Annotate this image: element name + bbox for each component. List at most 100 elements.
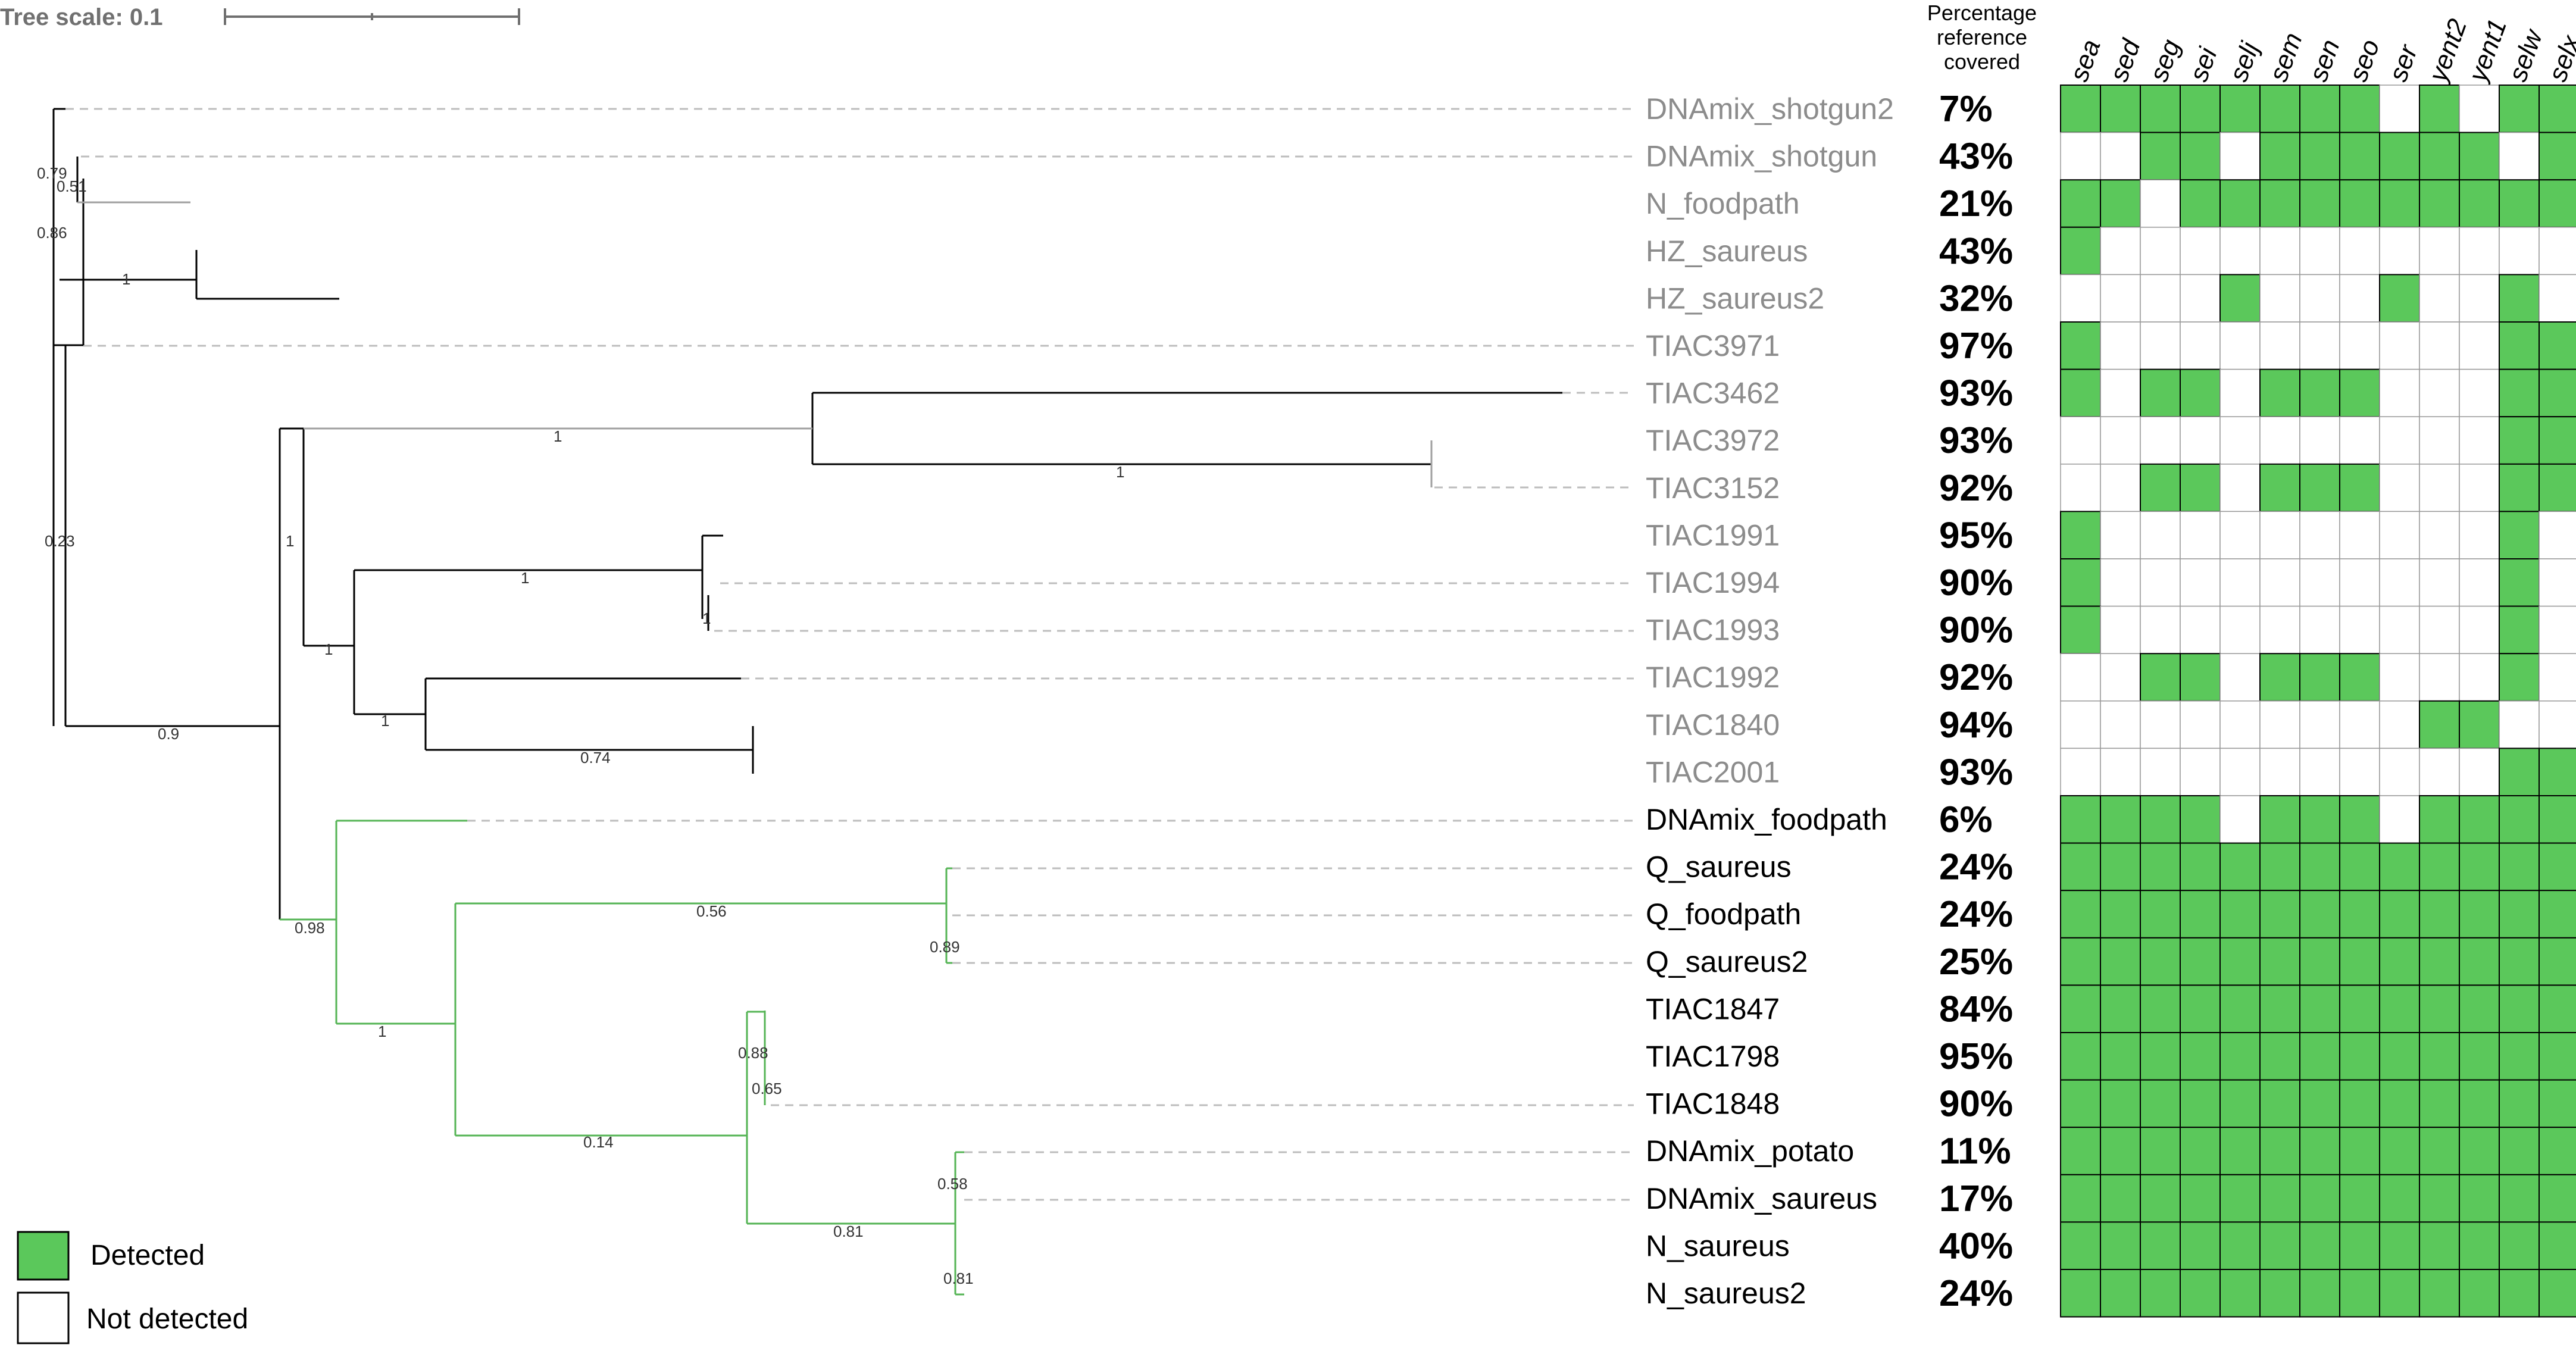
leaf-label: TIAC1991	[1646, 518, 1780, 552]
heatmap-cell-detected	[2060, 1221, 2101, 1270]
percentage-value: 32%	[1939, 278, 2013, 319]
heatmap-cell-detected	[2379, 132, 2420, 181]
heatmap-cell-not-detected	[2539, 227, 2576, 276]
heatmap-cell-detected	[2299, 463, 2340, 512]
heatmap-cell-not-detected	[2339, 700, 2380, 749]
heatmap-cell-detected	[2339, 984, 2380, 1034]
heatmap-cell-detected	[2539, 748, 2576, 797]
heatmap-cell-not-detected	[2419, 416, 2460, 465]
heatmap-cell-not-detected	[2100, 321, 2141, 370]
heatmap-cell-detected	[2219, 937, 2261, 986]
heatmap-cell-detected	[2060, 605, 2101, 655]
heatmap-cell-detected	[2100, 984, 2141, 1034]
heatmap-cell-detected	[2539, 1221, 2576, 1270]
percentage-value: 24%	[1939, 1273, 2013, 1314]
heatmap-cell-detected	[2219, 1079, 2261, 1128]
heatmap-cell-detected	[2419, 1079, 2460, 1128]
heatmap-cell-detected	[2060, 1079, 2101, 1128]
heatmap-cell-detected	[2180, 795, 2221, 844]
heatmap-cell-detected	[2539, 937, 2576, 986]
heatmap-cell-detected	[2499, 321, 2540, 370]
heatmap-cell-not-detected	[2259, 558, 2300, 607]
heatmap-cell-detected	[2419, 85, 2460, 133]
heatmap-cell-detected	[2299, 1127, 2340, 1175]
heatmap-cell-not-detected	[2219, 227, 2261, 276]
support-value: 0.65	[752, 1080, 782, 1097]
heatmap-cell-not-detected	[2100, 227, 2141, 276]
gene-headers: sea sed seg sei selj sem sen seo ser yen…	[2064, 15, 2576, 87]
support-value: 1	[122, 270, 130, 288]
heatmap-cell-detected	[2180, 890, 2221, 939]
heatmap-cell-detected	[2539, 321, 2576, 370]
heatmap-cell-not-detected	[2379, 368, 2420, 417]
percentage-value: 90%	[1939, 610, 2013, 651]
heatmap-cell-detected	[2299, 890, 2340, 939]
heatmap-cell-not-detected	[2140, 274, 2181, 323]
support-value: 1	[1116, 463, 1124, 481]
heatmap-cell-not-detected	[2180, 321, 2221, 370]
support-values: 0.79 0.51 0.86 1 0.23 1 1 1 1 1 1 1 0.74…	[37, 164, 1124, 1287]
heatmap-cell-not-detected	[2180, 274, 2221, 323]
heatmap-cell-detected	[2499, 1127, 2540, 1175]
heatmap-cell-detected	[2459, 1127, 2500, 1175]
heatmap-cell-detected	[2259, 463, 2300, 512]
heatmap-cell-detected	[2100, 85, 2141, 133]
heatmap-cell-detected	[2299, 1174, 2340, 1223]
gene-header-sed: sed	[2104, 35, 2146, 86]
support-value: 1	[381, 712, 389, 730]
heatmap-cell-detected	[2499, 748, 2540, 797]
gene-header-sen: sen	[2303, 36, 2345, 85]
heatmap-cell-detected	[2259, 937, 2300, 986]
heatmap-cell-not-detected	[2219, 321, 2261, 370]
heatmap-cell-not-detected	[2459, 321, 2500, 370]
heatmap-cell-detected	[2259, 890, 2300, 939]
heatmap-cell-detected	[2539, 1174, 2576, 1223]
percentage-value: 21%	[1939, 183, 2013, 224]
heatmap-cell-detected	[2459, 1269, 2500, 1318]
heatmap-cell-not-detected	[2219, 700, 2261, 749]
heatmap-cell-detected	[2459, 700, 2500, 749]
heatmap-cell-detected	[2459, 890, 2500, 939]
heatmap-cell-detected	[2060, 1269, 2101, 1318]
heatmap-cell-detected	[2539, 416, 2576, 465]
heatmap-cell-not-detected	[2539, 558, 2576, 607]
heatmap-cell-not-detected	[2100, 511, 2141, 559]
leaf-label: TIAC1847	[1646, 992, 1780, 1025]
heatmap-cell-detected	[2339, 795, 2380, 844]
leaf-label: DNAmix_foodpath	[1646, 803, 1887, 836]
heatmap-cell-not-detected	[2100, 416, 2141, 465]
heatmap-cell-detected	[2180, 1079, 2221, 1128]
heatmap-cell-detected	[2539, 890, 2576, 939]
heatmap-cell-not-detected	[2060, 653, 2101, 702]
gene-header-seo: seo	[2343, 36, 2385, 85]
heatmap-cell-not-detected	[2140, 179, 2181, 228]
legend-detected-swatch	[17, 1231, 70, 1281]
heatmap-cell-detected	[2259, 1174, 2300, 1223]
heatmap-cell-detected	[2539, 1032, 2576, 1081]
heatmap-cell-detected	[2219, 1127, 2261, 1175]
heatmap-cell-detected	[2419, 1269, 2460, 1318]
heatmap-cell-detected	[2100, 795, 2141, 844]
heatmap-cell-detected	[2259, 984, 2300, 1034]
heatmap-cell-not-detected	[2140, 227, 2181, 276]
heatmap-cell-detected	[2499, 274, 2540, 323]
heatmap-cell-detected	[2539, 463, 2576, 512]
heatmap-cell-not-detected	[2459, 748, 2500, 796]
heatmap-cell-not-detected	[2419, 605, 2460, 654]
heatmap-cell-detected	[2140, 85, 2181, 133]
heatmap-cell-not-detected	[2299, 700, 2340, 749]
heatmap-cell-not-detected	[2140, 416, 2181, 465]
heatmap-cell-detected	[2180, 368, 2221, 418]
heatmap-cell-detected	[2419, 700, 2460, 749]
heatmap-cell-detected	[2419, 842, 2460, 892]
heatmap-cell-detected	[2299, 653, 2340, 702]
heatmap-cell-not-detected	[2219, 605, 2261, 654]
heatmap-cell-not-detected	[2379, 464, 2420, 512]
heatmap-cell-not-detected	[2379, 85, 2420, 133]
heatmap-cell-detected	[2499, 842, 2540, 892]
heatmap-cell-not-detected	[2180, 227, 2221, 276]
support-value: 0.98	[295, 919, 325, 937]
heatmap-cell-detected	[2459, 795, 2500, 844]
percentage-value: 93%	[1939, 373, 2013, 414]
heatmap-cell-not-detected	[2339, 511, 2380, 559]
